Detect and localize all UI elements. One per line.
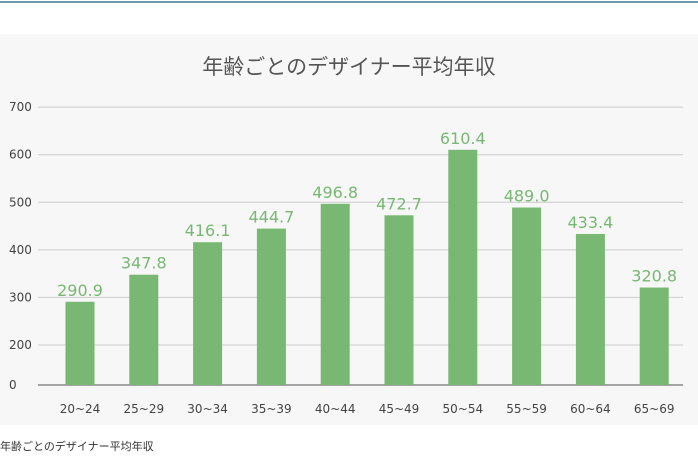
y-tick-label: 0: [9, 378, 17, 392]
y-tick-label: 200: [9, 338, 32, 352]
top-border: [0, 1, 698, 3]
value-label: 433.4: [567, 213, 613, 232]
value-label: 610.4: [440, 129, 486, 148]
x-tick-label: 35~39: [251, 402, 292, 416]
value-label: 496.8: [312, 183, 358, 202]
value-label: 444.7: [248, 208, 294, 227]
bar: [65, 301, 95, 385]
bar: [384, 215, 414, 385]
y-tick-label: 700: [9, 100, 32, 114]
x-tick-label: 40~44: [315, 402, 356, 416]
bar: [639, 287, 669, 385]
chart-title: 年齢ごとのデザイナー平均年収: [202, 55, 495, 79]
value-label: 416.1: [185, 221, 231, 240]
y-tick-label: 600: [9, 148, 32, 162]
x-tick-label: 30~34: [187, 402, 228, 416]
bar: [575, 233, 605, 385]
bar: [512, 207, 542, 385]
value-label: 290.9: [57, 281, 103, 300]
value-label: 347.8: [121, 254, 167, 273]
chart-caption: 年齢ごとのデザイナー平均年収: [0, 440, 154, 453]
value-label: 320.8: [631, 267, 677, 286]
y-tick-label: 500: [9, 195, 32, 209]
x-tick-label: 25~29: [124, 402, 165, 416]
x-tick-label: 65~69: [634, 402, 675, 416]
bar: [129, 274, 159, 385]
value-label: 472.7: [376, 194, 422, 213]
y-tick-label: 300: [9, 290, 32, 304]
y-tick-label: 400: [9, 243, 32, 257]
x-tick-label: 20~24: [60, 402, 101, 416]
bar: [320, 203, 350, 385]
x-tick-label: 45~49: [379, 402, 420, 416]
bar: [256, 228, 286, 385]
x-tick-label: 60~64: [570, 402, 611, 416]
bar: [193, 242, 223, 385]
bar: [448, 149, 478, 385]
value-label: 489.0: [504, 187, 550, 206]
x-tick-label: 55~59: [506, 402, 547, 416]
x-tick-label: 50~54: [443, 402, 484, 416]
